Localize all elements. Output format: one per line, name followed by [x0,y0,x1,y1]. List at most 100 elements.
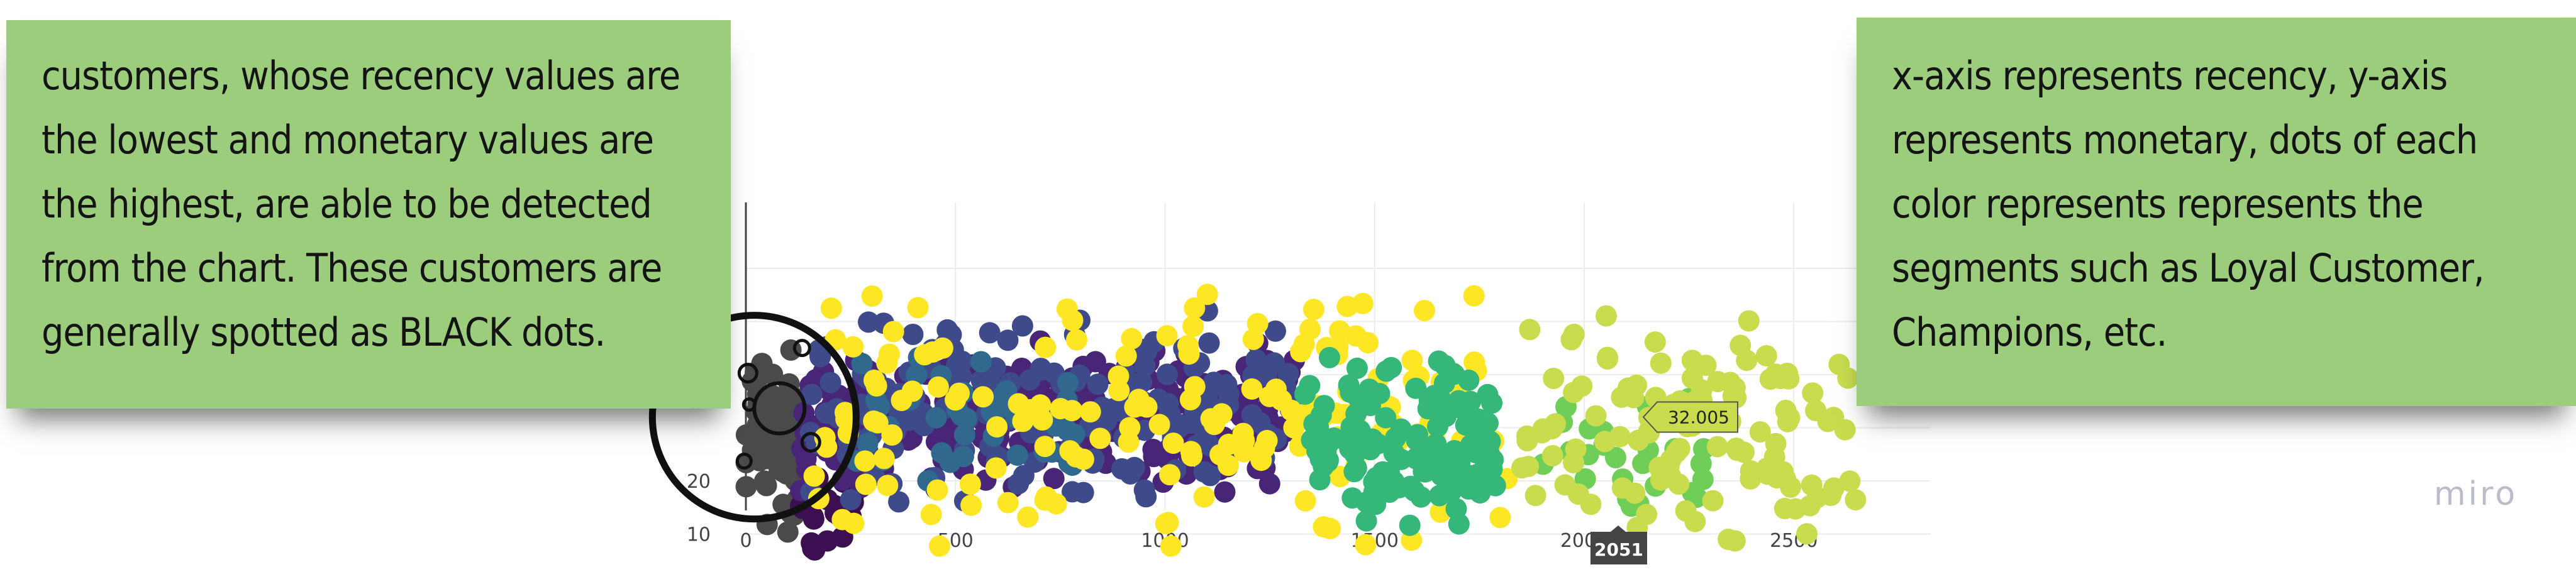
scatter-point [950,365,972,387]
scatter-point [960,494,982,516]
scatter-point [819,371,841,393]
scatter-point [1563,382,1585,404]
scatter-point [972,386,994,408]
scatter-point [1072,481,1094,503]
scatter-point [1718,529,1740,550]
scatter-point [882,321,904,343]
scatter-point [1199,465,1221,487]
scatter-point [1134,355,1156,377]
scatter-point [1119,463,1141,485]
hover-x-box [1590,525,1647,564]
scatter-point [1802,382,1824,404]
scatter-point [1596,346,1618,368]
scatter-point [843,512,865,534]
scatter-point [1184,376,1206,398]
scatter-point [1617,377,1639,399]
scatter-point [970,351,992,373]
scatter-point [1241,378,1263,400]
scatter-point [1479,431,1501,453]
scatter-point [1198,332,1220,354]
scatter-point [1246,312,1269,334]
scatter-point [1828,353,1850,375]
right-sticky-note[interactable]: x-axis represents recency, y-axis repres… [1857,18,2576,406]
scatter-point [1182,316,1204,338]
scatter-point [1423,396,1445,418]
scatter-point [1609,426,1631,448]
scatter-point [1399,514,1421,536]
scatter-point [1469,482,1491,504]
scatter-point [1403,480,1425,502]
scatter-point [1313,516,1335,538]
scatter-point [835,402,856,424]
scatter-point [858,311,879,333]
scatter-point [929,535,950,557]
scatter-point [888,491,910,513]
scatter-point [906,364,928,386]
scatter-point [820,297,842,319]
y-tick-label: 20 [687,471,711,493]
scatter-point [931,337,953,359]
scatter-point [735,476,757,498]
scatter-point [945,389,967,411]
scatter-point [1405,377,1427,399]
x-tick-label: 0 [740,530,752,552]
scatter-point [863,410,885,432]
highlight-small-circle [741,397,757,412]
scatter-point [1031,409,1053,431]
scatter-point [1524,485,1546,507]
scatter-point [751,353,773,375]
scatter-point [952,446,974,468]
scatter-point [1414,300,1435,322]
scatter-point [1035,486,1057,508]
scatter-point [1006,444,1028,466]
right-note-text: x-axis represents recency, y-axis repres… [1892,53,2485,355]
scatter-point [1519,319,1541,341]
highlight-small-circle [800,432,821,453]
scatter-point [1817,410,1839,432]
scatter-point [1665,441,1687,463]
scatter-point [1706,436,1728,458]
scatter-point [1611,477,1633,499]
scatter-point [1079,401,1101,423]
scatter-point [907,297,929,319]
y-tick-label: 10 [687,524,711,546]
scatter-point [1481,458,1503,480]
scatter-point [1265,320,1286,342]
scatter-point [1294,490,1316,512]
scatter-point [1431,465,1452,487]
scatter-point [926,479,948,501]
scatter-point [1477,383,1499,405]
scatter-point [1157,512,1179,534]
scatter-point [1749,421,1771,443]
scatter-point [1428,485,1450,507]
scatter-point [979,322,1001,344]
left-sticky-note[interactable]: customers, whose recency values are the … [6,20,731,409]
scatter-point [1096,410,1118,432]
scatter-point [1349,420,1371,441]
scatter-point [877,475,899,497]
scatter-point [914,344,936,366]
x-axis-ticks: 05001000150020002500 [740,530,1818,552]
scatter-point [777,402,799,424]
scatter-point [1148,414,1170,436]
scatter-point [1214,481,1236,503]
scatter-point [1563,452,1584,474]
scatter-point [842,336,864,358]
highlight-small-circle [737,363,758,384]
scatter-point [1511,457,1533,479]
scatter-point [1035,336,1057,358]
scatter-point [1072,448,1094,470]
scatter-point [1263,352,1285,374]
scatter-point [1755,345,1777,366]
scatter-point [1368,383,1391,405]
scatter-point [1355,534,1377,556]
scatter-point [1681,349,1703,371]
scatter-point [1133,479,1155,501]
scatter-point [1084,351,1106,373]
scatter-point [1563,323,1585,345]
scatter-point [1541,445,1563,466]
scatter-point [1543,368,1565,389]
scatter-point [1385,427,1406,449]
scatter-point [1167,413,1189,435]
scatter-point [1196,283,1218,305]
